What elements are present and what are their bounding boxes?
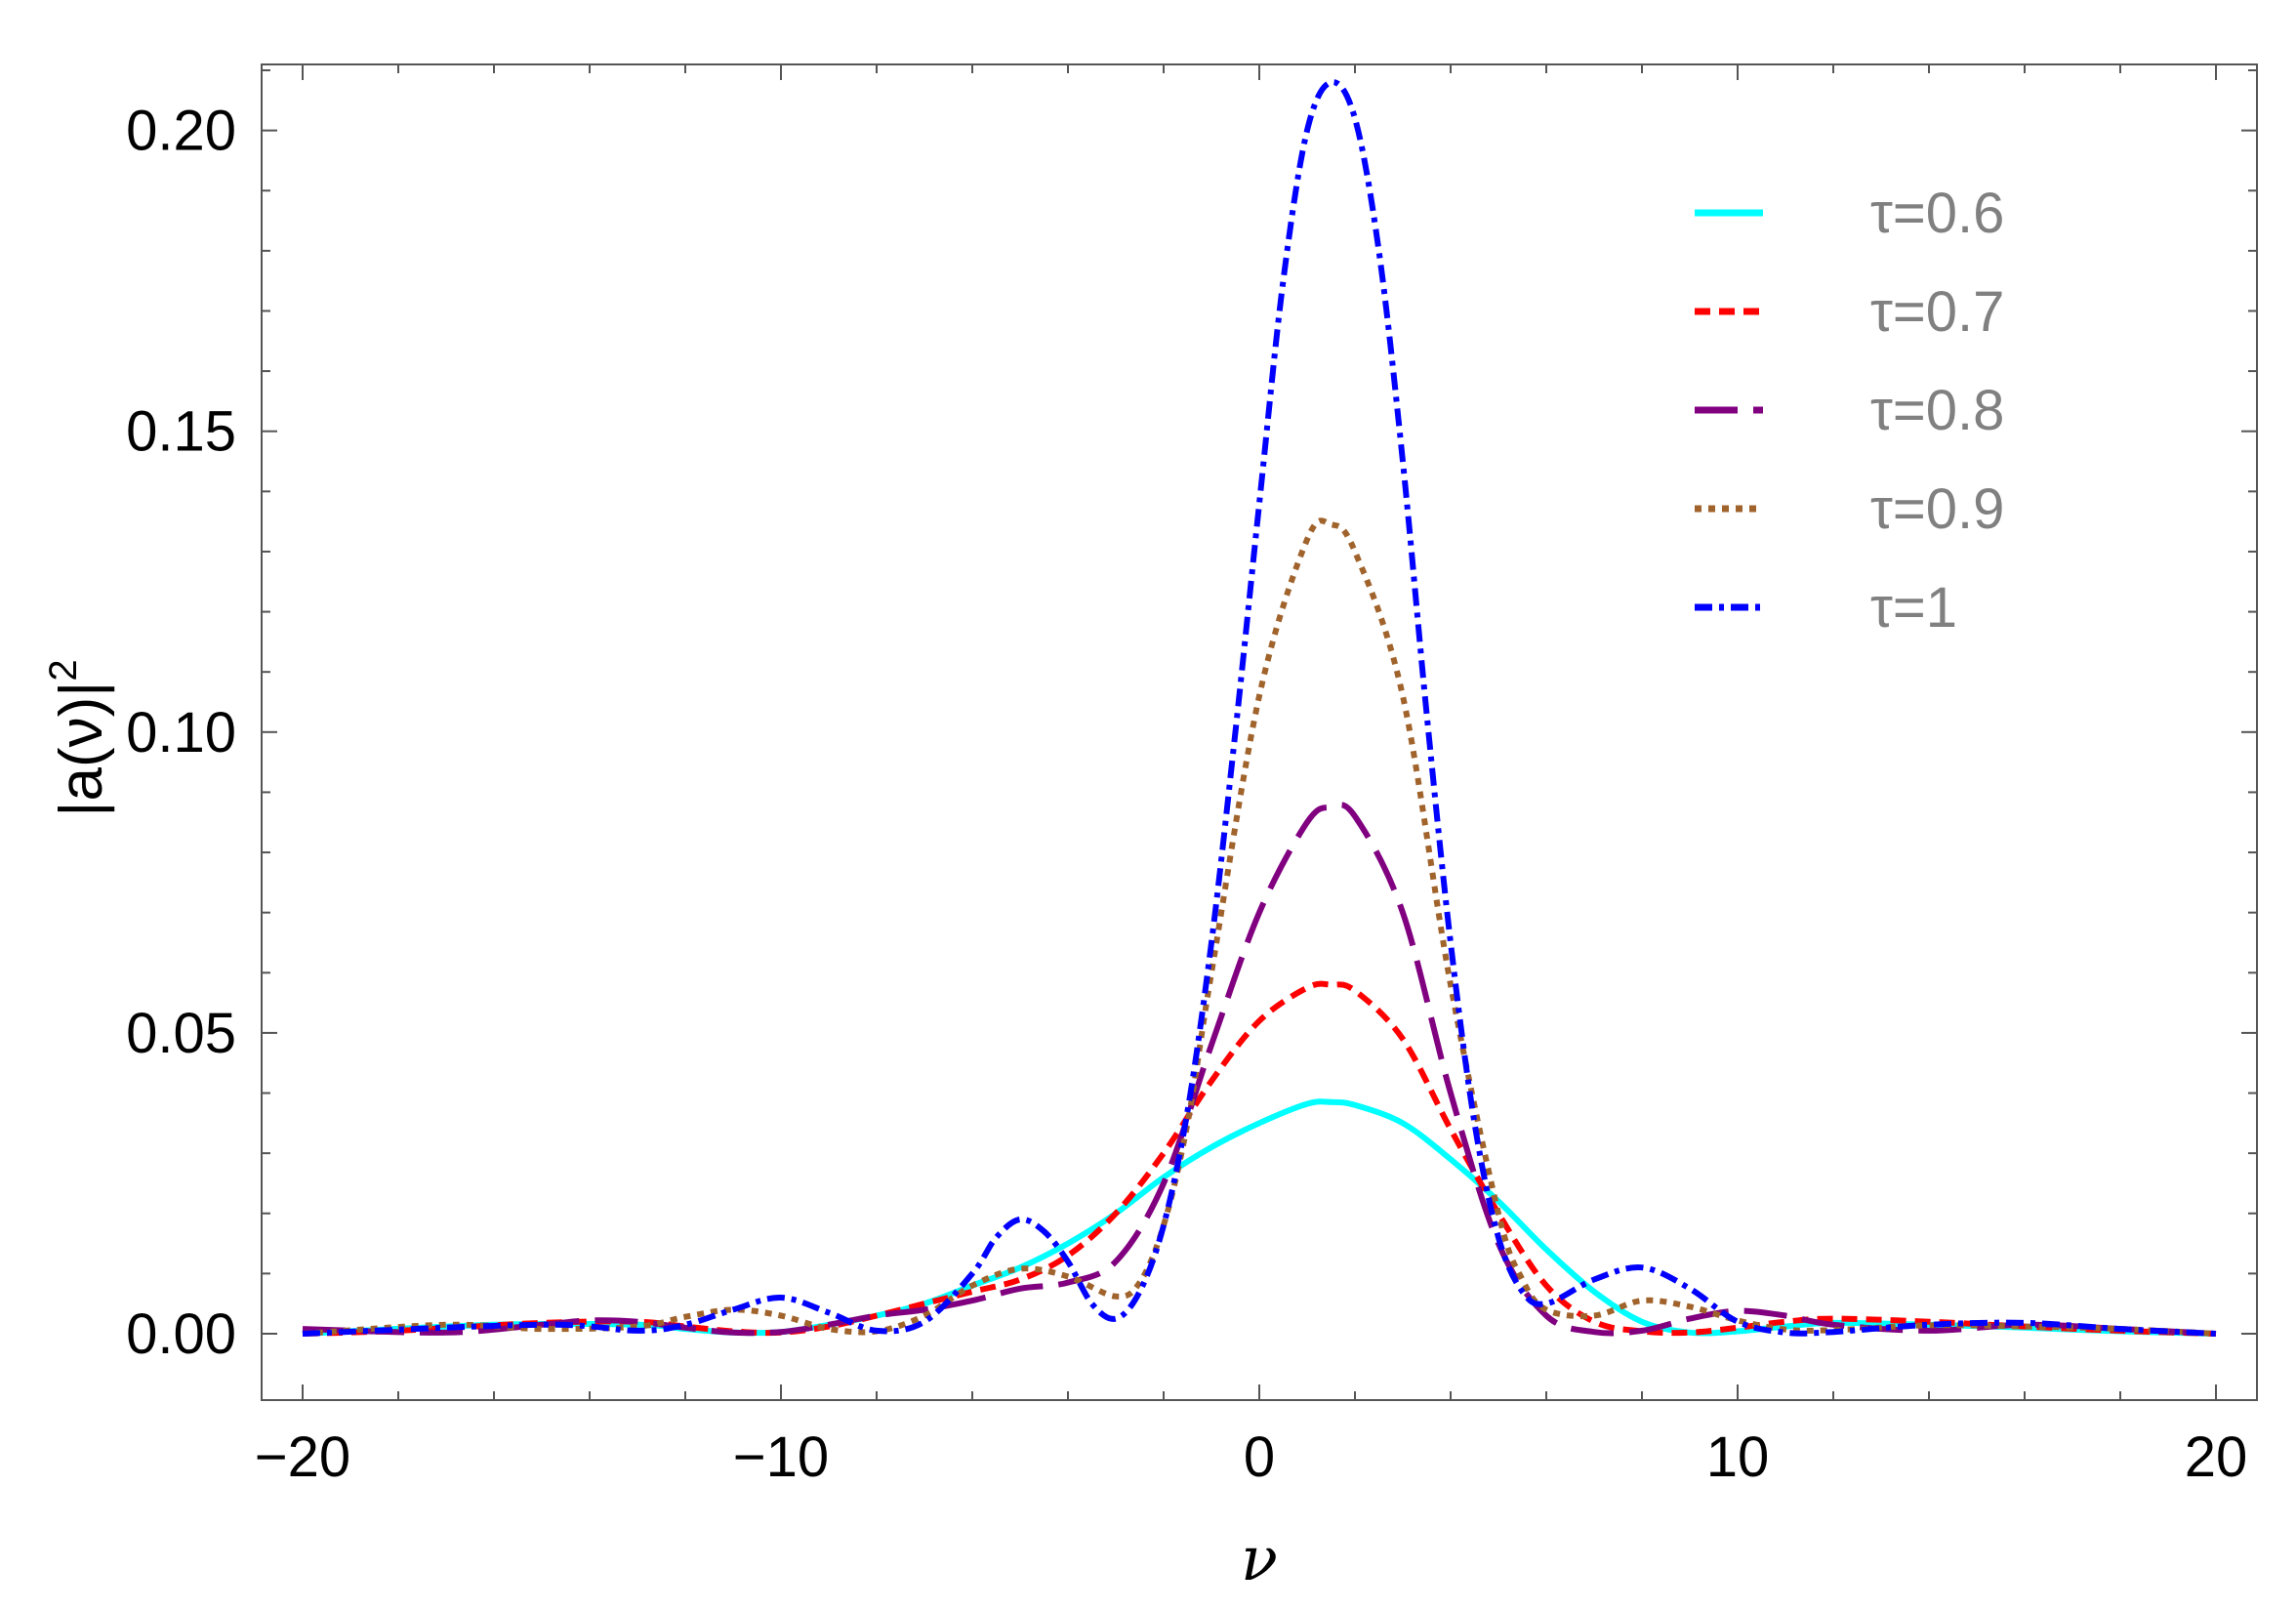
series-line (302, 1098, 2217, 1337)
series-line (302, 802, 2217, 1337)
series-group (302, 79, 2217, 1337)
x-tick-label: −10 (733, 1425, 829, 1489)
x-axis-label: ν (1241, 1523, 1278, 1594)
legend: τ=0.6 τ=0.7 τ=0.8 τ=0.9 τ=1 (1695, 182, 2004, 640)
y-axis-label-sup: 2 (42, 659, 85, 681)
legend-label: τ=0.8 (1870, 379, 2004, 442)
y-tick-label: 0.00 (126, 1302, 236, 1366)
series-line (302, 980, 2217, 1337)
x-tick-label: 20 (2185, 1425, 2248, 1489)
y-tick-label: 0.05 (126, 1002, 236, 1065)
legend-label: τ=1 (1870, 576, 1957, 640)
y-tick-label: 0.10 (126, 701, 236, 764)
y-axis-label-base: |a(ν)| (48, 682, 115, 817)
x-tick-label: −20 (255, 1425, 350, 1489)
y-axis-label: |a(ν)|2 (42, 659, 115, 816)
y-tick-label: 0.20 (126, 100, 236, 163)
plot-frame (261, 63, 2258, 1401)
legend-label: τ=0.9 (1870, 477, 2004, 541)
series-line (302, 517, 2217, 1337)
series-line (302, 79, 2217, 1337)
legend-label: τ=0.7 (1870, 280, 2004, 344)
x-ticks: −20 −10 0 10 20 (255, 64, 2247, 1489)
x-tick-label: 0 (1244, 1425, 1275, 1489)
x-tick-label: 10 (1706, 1425, 1770, 1489)
legend-label: τ=0.6 (1870, 182, 2004, 245)
svg-text:|a(ν)|2: |a(ν)|2 (42, 659, 115, 816)
y-ticks: 0.00 0.05 0.10 0.15 0.20 (126, 69, 2257, 1366)
y-tick-label: 0.15 (126, 400, 236, 464)
